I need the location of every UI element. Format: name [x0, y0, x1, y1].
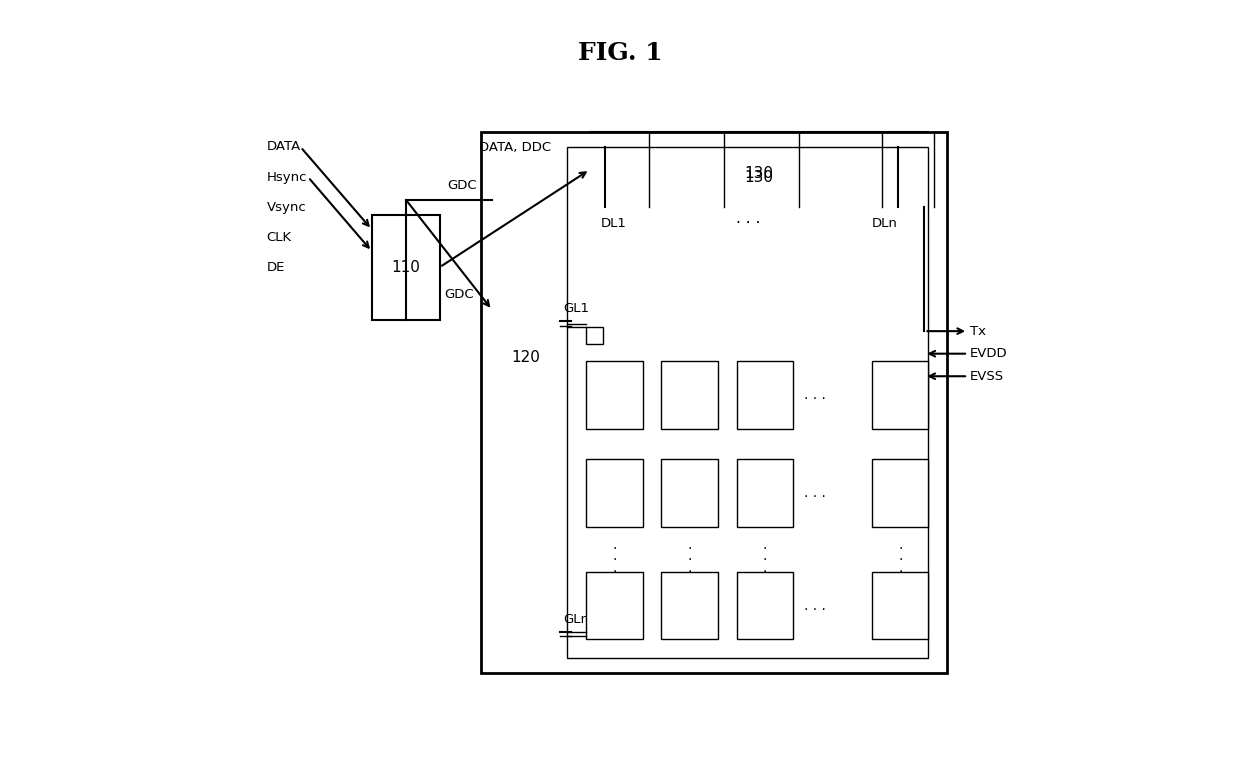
Bar: [590, 132, 929, 207]
Text: SP: SP: [596, 361, 613, 374]
Text: 130: 130: [744, 166, 774, 181]
Text: . . .: . . .: [735, 211, 760, 226]
Bar: [492, 200, 560, 515]
Bar: [587, 328, 603, 344]
Bar: [661, 572, 718, 639]
Text: 110: 110: [392, 260, 420, 275]
Text: 120: 120: [512, 350, 541, 365]
Text: . . .: . . .: [805, 599, 826, 613]
Text: GLm: GLm: [564, 613, 594, 625]
Bar: [587, 572, 642, 639]
Bar: [587, 361, 642, 429]
Text: 130: 130: [744, 169, 774, 185]
Text: . . .: . . .: [805, 486, 826, 500]
Text: DL1: DL1: [601, 217, 627, 230]
Text: ·
·
·: · · ·: [613, 542, 618, 579]
Text: Vsync: Vsync: [267, 201, 306, 214]
Text: GDC: GDC: [448, 179, 477, 192]
Text: DATA: DATA: [267, 141, 301, 154]
Text: ·
·
·: · · ·: [898, 542, 903, 579]
Text: DE: DE: [267, 261, 285, 274]
Bar: [737, 459, 792, 527]
Text: DATA, DDC: DATA, DDC: [479, 141, 551, 154]
Bar: [872, 361, 929, 429]
Bar: [872, 459, 929, 527]
Text: GDC: GDC: [444, 288, 474, 301]
Text: 160: 160: [740, 459, 770, 474]
Text: FIG. 1: FIG. 1: [578, 41, 662, 65]
Bar: [872, 572, 929, 639]
Bar: [587, 459, 642, 527]
Bar: [568, 147, 929, 658]
Text: ·
·
·: · · ·: [763, 542, 768, 579]
Text: DLn: DLn: [872, 217, 898, 230]
Bar: [372, 214, 440, 320]
Text: GL1: GL1: [564, 302, 590, 315]
Bar: [661, 459, 718, 527]
Text: EVSS: EVSS: [970, 370, 1003, 383]
Text: . . .: . . .: [805, 388, 826, 402]
Text: ·
·
·: · · ·: [688, 542, 692, 579]
Text: Hsync: Hsync: [267, 170, 308, 184]
Bar: [737, 361, 792, 429]
Text: EVDD: EVDD: [970, 347, 1007, 360]
Text: CLK: CLK: [267, 231, 291, 244]
Bar: [481, 132, 947, 673]
Bar: [661, 361, 718, 429]
Bar: [737, 572, 792, 639]
Text: Tx: Tx: [970, 325, 986, 337]
